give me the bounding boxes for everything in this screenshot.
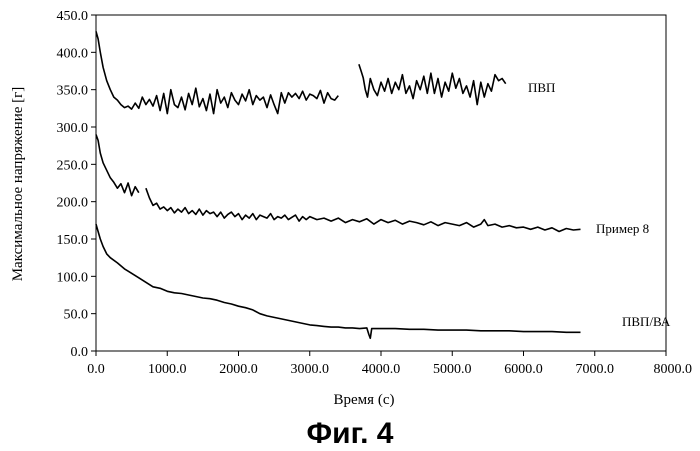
x-tick-label: 0.0 — [87, 362, 105, 377]
series-line-1-segment-0 — [96, 135, 139, 196]
x-tick-label: 3000.0 — [291, 362, 330, 377]
y-tick-label: 250.0 — [57, 158, 89, 173]
x-axis-ticks: 0.0 1000.0 2000.0 3000.0 4000.0 5000.0 6000.0 7… — [87, 351, 692, 377]
x-tick-label: 8000.0 — [654, 362, 693, 377]
x-tick-label: 5000.0 — [433, 362, 472, 377]
y-tick-label: 400.0 — [57, 46, 89, 61]
x-tick-label: 4000.0 — [362, 362, 401, 377]
y-tick-label: 150.0 — [57, 233, 89, 248]
x-tick-label: 2000.0 — [219, 362, 258, 377]
x-axis-label: Время (с) — [334, 392, 395, 408]
y-tick-label: 200.0 — [57, 196, 89, 211]
series-label-pvp-va: ПВП/ВА — [622, 314, 671, 329]
x-tick-label: 7000.0 — [576, 362, 615, 377]
y-tick-label: 350.0 — [57, 84, 89, 99]
y-tick-label: 50.0 — [64, 308, 89, 323]
series-line-2-segment-0 — [96, 224, 581, 338]
y-tick-label: 450.0 — [57, 9, 89, 24]
plot-area-frame — [96, 15, 666, 351]
y-tick-label: 300.0 — [57, 121, 89, 136]
series-line-0-segment-1 — [359, 64, 506, 104]
y-axis-ticks: 0.0 50.0 100.0 150.0 200.0 250.0 300.0 350.0 400… — [57, 9, 97, 360]
figure-caption: Фиг. 4 — [0, 417, 700, 451]
y-tick-label: 0.0 — [71, 345, 89, 360]
y-tick-label: 100.0 — [57, 270, 89, 285]
y-axis-label: Максимальное напряжение [г] — [10, 87, 26, 282]
series-line-0-segment-0 — [96, 31, 338, 113]
series-layer — [96, 31, 581, 338]
series-label-pvp: ПВП — [528, 80, 555, 95]
x-tick-label: 1000.0 — [148, 362, 187, 377]
x-tick-label: 6000.0 — [504, 362, 543, 377]
series-line-1-segment-1 — [146, 188, 581, 231]
series-label-example8: Пример 8 — [596, 221, 649, 236]
